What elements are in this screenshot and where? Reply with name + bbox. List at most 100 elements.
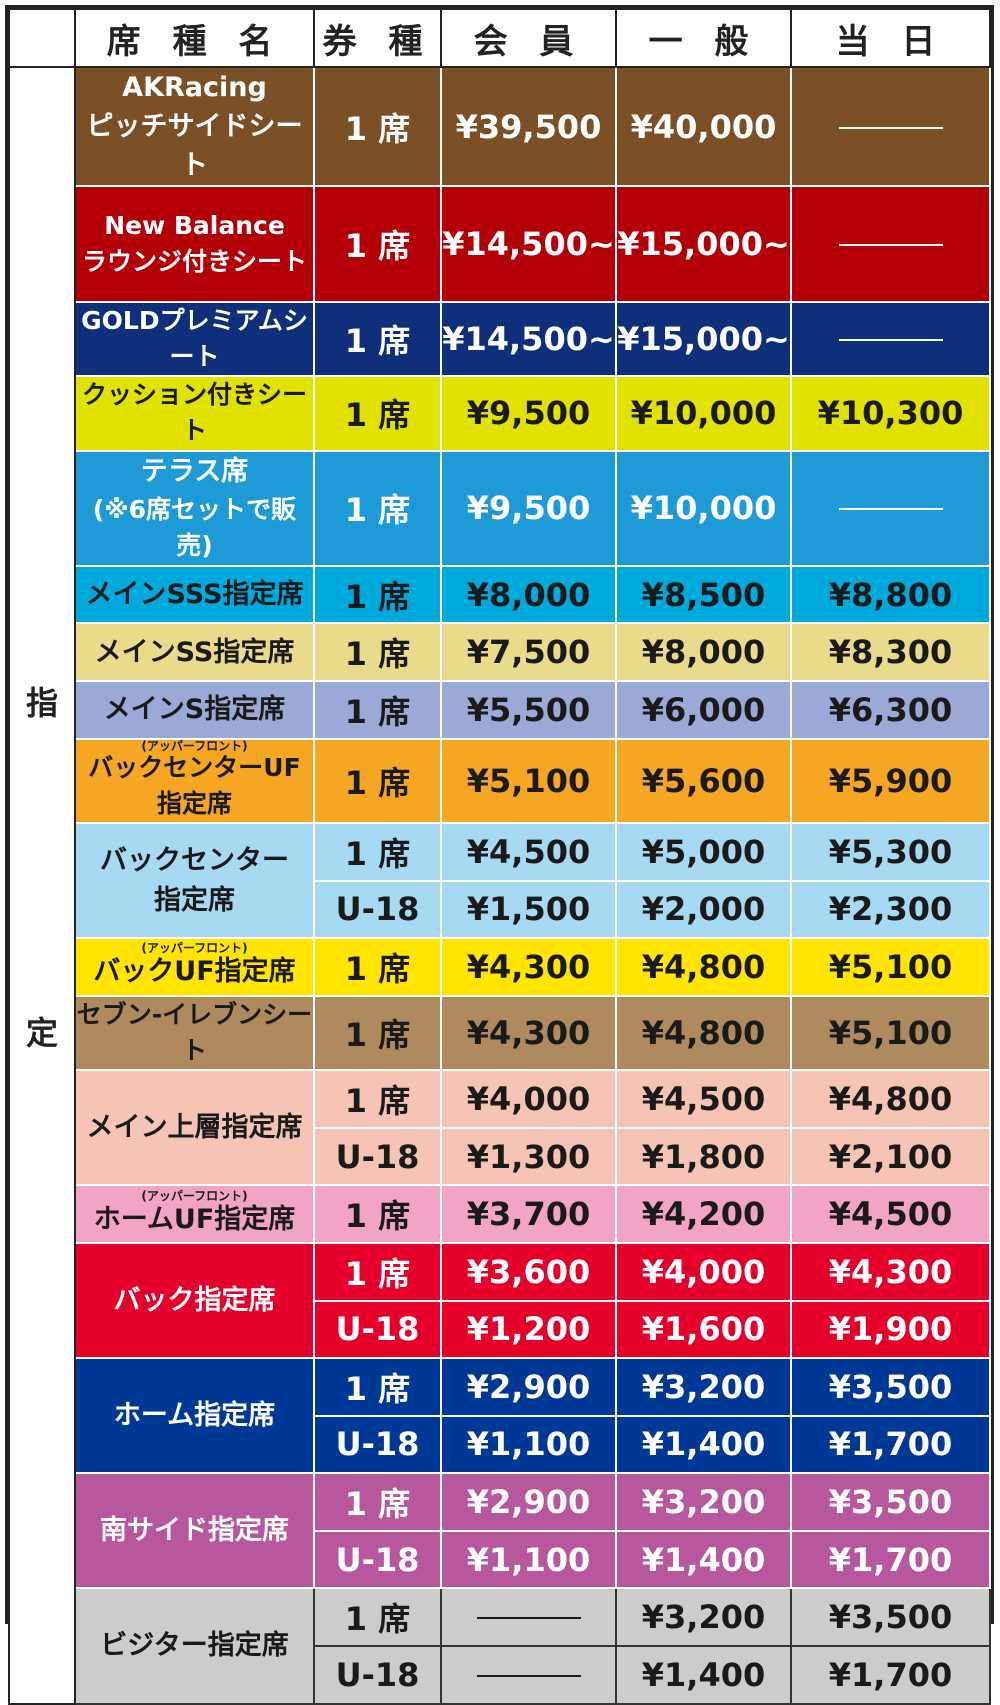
header-same-day: 当 日 [790, 8, 991, 68]
seat-name-line: ビジター指定席 [100, 1630, 289, 1662]
header-blank [8, 8, 76, 68]
price-member: ¥9,500 [440, 449, 617, 567]
price-day: ¥8,300 [790, 622, 991, 682]
seat-name-ruby: (アッパーフロント) [141, 941, 248, 956]
ticket-type: 1 席 [313, 1587, 442, 1648]
price-day: ¥1,900 [790, 1299, 991, 1360]
ticket-type: 1 席 [313, 622, 442, 682]
ticket-type: 1 席 [313, 1184, 442, 1244]
price-member: ¥5,100 [440, 737, 617, 824]
table-row: セブン-イレブンシート 1 席 ¥4,300 ¥4,800 ¥5,100 [9, 994, 991, 1072]
price-general: ¥10,000 [615, 375, 792, 452]
ticket-type: U-18 [313, 1299, 442, 1360]
ticket-type: 1 席 [313, 994, 442, 1072]
ticket-type: U-18 [313, 1126, 442, 1187]
price-general: ¥15,000~ [615, 300, 792, 378]
header-ticket-type: 券 種 [313, 8, 442, 68]
price-day: ¥1,700 [790, 1645, 991, 1705]
price-general: ¥8,000 [615, 622, 792, 682]
price-general: ¥4,000 [615, 1241, 792, 1302]
price-member: ¥2,900 [440, 1472, 617, 1532]
seat-name-ruby: (アッパーフロント) [141, 738, 248, 753]
price-member: ¥4,300 [440, 937, 617, 997]
table-row: (アッパーフロント) バックUF指定席 1 席 ¥4,300 ¥4,800 ¥5,100 [9, 937, 991, 997]
seat-name-line: メインSS指定席 [94, 636, 295, 668]
table-row: メインSSS指定席 1 席 ¥8,000 ¥8,500 ¥8,800 [9, 564, 991, 625]
ticket-type: 1 席 [313, 1241, 442, 1302]
price-general: ¥5,600 [615, 737, 792, 824]
seat-name-line: バックUF指定席 [93, 956, 296, 988]
seat-name: 南サイド指定席 [74, 1472, 315, 1590]
price-general: ¥1,400 [615, 1645, 792, 1705]
ticket-type: 1 席 [313, 679, 442, 740]
table-row: メイン上層指定席 1 席 ¥4,000 ¥4,500 ¥4,800 [9, 1069, 991, 1187]
seat-name-line: GOLDプレミアムシート [81, 305, 308, 371]
seat-name: クッション付きシート [74, 375, 315, 452]
seat-name-line: バックセンターUF指定席 [88, 752, 301, 818]
ticket-type: U-18 [313, 1414, 442, 1475]
ticket-type: 1 席 [313, 822, 442, 882]
seat-name: セブン-イレブンシート [74, 994, 315, 1072]
dash-line [476, 1674, 581, 1677]
price-day: ¥5,100 [790, 937, 991, 997]
side-label-cell: 指定 [8, 66, 76, 1705]
seat-name: (アッパーフロント) ホームUF指定席 [74, 1184, 315, 1244]
ticket-type: U-18 [313, 1645, 442, 1705]
price-member: ¥1,100 [440, 1414, 617, 1475]
price-member: ¥39,500 [440, 65, 617, 188]
price-day-unavailable [790, 65, 991, 188]
seat-name: メインSS指定席 [74, 622, 315, 682]
seat-name: テラス席 (※6席セットで販売) [74, 449, 315, 567]
seat-name-line: ホームUF指定席 [93, 1203, 296, 1235]
price-day-unavailable [790, 300, 991, 378]
price-general: ¥10,000 [615, 449, 792, 567]
seat-name: メイン上層指定席 [74, 1069, 315, 1187]
price-member: ¥14,500~ [440, 185, 617, 303]
seat-name-line: 南サイド指定席 [100, 1515, 289, 1547]
table-row: メインSS指定席 1 席 ¥7,500 ¥8,000 ¥8,300 [9, 622, 991, 682]
price-day: ¥3,500 [790, 1357, 991, 1417]
ticket-type: 1 席 [313, 737, 442, 824]
price-member: ¥5,500 [440, 679, 617, 740]
table-row: U-18 ¥1,100 ¥1,400 ¥1,700 [9, 1529, 991, 1590]
seat-name: ホーム指定席 [74, 1357, 315, 1475]
price-general: ¥1,400 [615, 1529, 792, 1590]
seat-name-line: テラス席 [140, 456, 249, 488]
seat-name-line: バックセンター [100, 845, 289, 877]
price-day: ¥10,300 [790, 375, 991, 452]
price-day: ¥8,800 [790, 564, 991, 625]
seat-name-line: AKRacing [122, 72, 267, 103]
price-general: ¥5,000 [615, 822, 792, 882]
price-day: ¥4,300 [790, 1241, 991, 1302]
ticket-type: 1 席 [313, 65, 442, 188]
seat-name: (アッパーフロント) バックセンターUF指定席 [74, 737, 315, 824]
price-day: ¥1,700 [790, 1529, 991, 1590]
price-member: ¥1,300 [440, 1126, 617, 1187]
dash-line [838, 126, 943, 129]
price-member: ¥4,500 [440, 822, 617, 882]
seat-name: メインSSS指定席 [74, 564, 315, 625]
seat-name: ビジター指定席 [74, 1587, 315, 1705]
price-day: ¥5,300 [790, 822, 991, 882]
side-label-char: 定 [25, 1014, 58, 1052]
seat-name-line: クッション付きシート [81, 380, 307, 446]
price-member: ¥1,500 [440, 879, 617, 940]
price-general: ¥3,200 [615, 1472, 792, 1532]
ticket-type: 1 席 [313, 564, 442, 625]
table-row: New Balance ラウンジ付きシート 1 席 ¥14,500~ ¥15,000~ [9, 185, 991, 303]
price-member: ¥3,700 [440, 1184, 617, 1244]
price-general: ¥8,500 [615, 564, 792, 625]
price-general: ¥6,000 [615, 679, 792, 740]
price-day: ¥5,100 [790, 994, 991, 1072]
seat-name-line: バック指定席 [113, 1284, 276, 1316]
side-label-char: 指 [25, 684, 58, 722]
ticket-type: 1 席 [313, 300, 442, 378]
table-row: バックセンター 指定席 1 席 ¥4,500 ¥5,000 ¥5,300 [9, 821, 991, 940]
table-row: U-18 ¥1,200 ¥1,600 ¥1,900 [9, 1299, 991, 1360]
ticket-type: 1 席 [313, 937, 442, 997]
price-day-unavailable [790, 449, 991, 567]
table-row: 南サイド指定席 1 席 ¥2,900 ¥3,200 ¥3,500 [9, 1472, 991, 1590]
price-member: ¥4,000 [440, 1069, 617, 1129]
price-day: ¥5,900 [790, 737, 991, 824]
table-row: U-18 ¥1,100 ¥1,400 ¥1,700 [9, 1414, 991, 1475]
